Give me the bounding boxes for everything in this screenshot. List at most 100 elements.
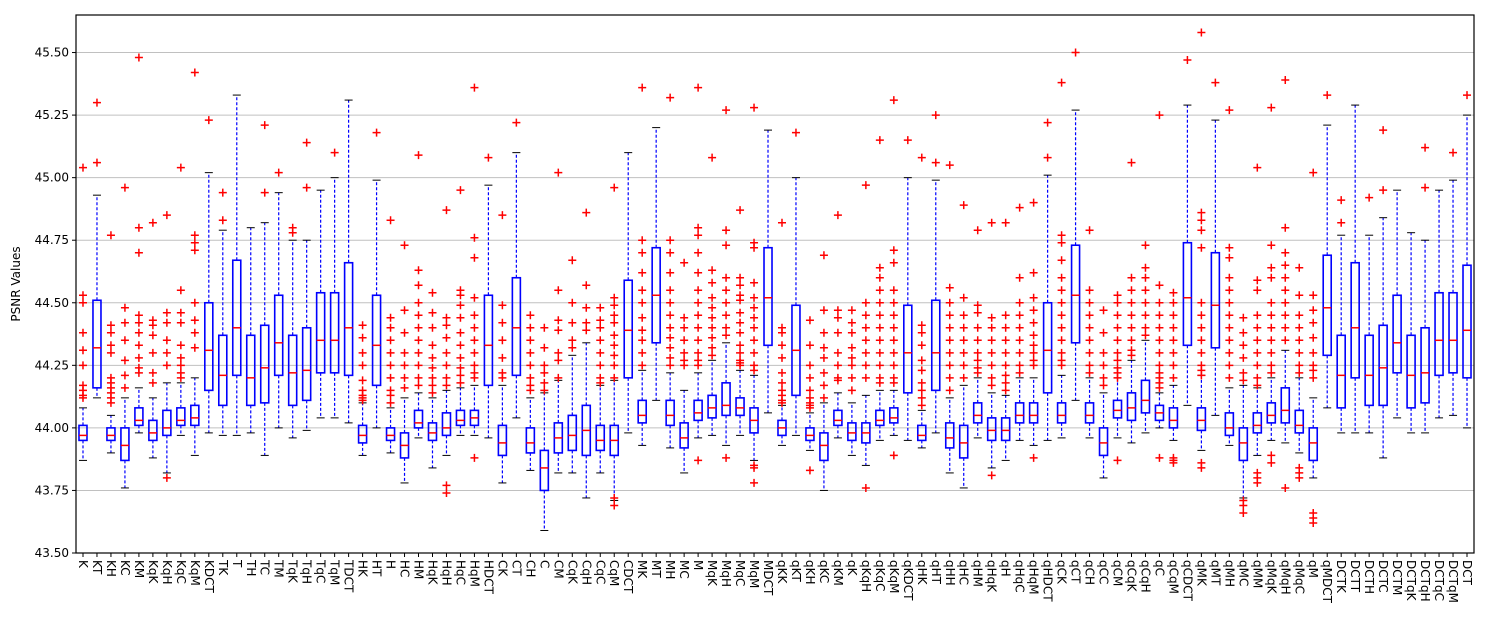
outlier-marker [470, 233, 479, 242]
outlier-marker [973, 226, 982, 235]
outlier-marker [1309, 333, 1318, 342]
outlier-marker [777, 353, 786, 362]
outlier-marker [861, 483, 870, 492]
outlier-marker [302, 183, 311, 192]
outlier-marker [582, 318, 591, 327]
outlier-marker [987, 381, 996, 390]
outlier-marker [330, 148, 339, 157]
outlier-marker [148, 348, 157, 357]
box-HC [399, 241, 410, 484]
outlier-marker [917, 341, 926, 350]
outlier-marker [176, 163, 185, 172]
x-tick-label: CqK [565, 560, 579, 585]
box-iqr [315, 291, 326, 374]
outlier-marker [1309, 318, 1318, 327]
outlier-marker [568, 256, 577, 265]
outlier-marker [484, 153, 493, 162]
box-KqK [148, 218, 158, 459]
outlier-marker [1127, 351, 1136, 360]
outlier-marker [596, 378, 605, 387]
outlier-marker [1155, 298, 1164, 307]
outlier-marker [190, 328, 199, 337]
outlier-marker [1001, 361, 1010, 370]
outlier-marker [498, 211, 507, 220]
outlier-marker [442, 481, 451, 490]
outlier-marker [750, 278, 759, 287]
outlier-marker [1281, 336, 1290, 345]
outlier-marker [750, 303, 759, 312]
outlier-marker [78, 328, 87, 337]
outlier-marker [414, 323, 423, 332]
box-qCqH [1140, 241, 1151, 434]
outlier-marker [945, 161, 954, 170]
outlier-marker [1001, 386, 1010, 395]
outlier-marker [1295, 336, 1304, 345]
outlier-marker [1085, 286, 1094, 295]
outlier-marker [1169, 361, 1178, 370]
outlier-marker [92, 158, 101, 167]
outlier-marker [1127, 273, 1136, 282]
box-iqr [944, 422, 955, 449]
box-iqr [413, 409, 424, 429]
outlier-marker [1183, 56, 1192, 65]
x-tick-label: qMK [1194, 560, 1208, 587]
x-tick-label: HDCT [481, 560, 495, 595]
box-qKK [777, 218, 787, 446]
outlier-marker [777, 341, 786, 350]
box-iqr [1350, 261, 1360, 379]
outlier-marker [1155, 453, 1164, 462]
box-KqH [162, 211, 172, 482]
outlier-marker [1057, 298, 1066, 307]
outlier-marker [987, 361, 996, 370]
outlier-marker [1267, 361, 1276, 370]
outlier-marker [1267, 103, 1276, 112]
box-iqr [833, 409, 843, 427]
outlier-marker [1127, 286, 1136, 295]
x-tick-label: CDCT [621, 560, 635, 594]
outlier-marker [260, 188, 269, 197]
outlier-marker [1253, 286, 1262, 295]
outlier-marker [791, 128, 800, 137]
outlier-marker [1057, 336, 1066, 345]
box-iqr [78, 424, 88, 442]
x-tick-label: TC [258, 559, 272, 575]
outlier-marker [638, 326, 647, 335]
outlier-marker [1113, 356, 1122, 365]
box-qK [847, 306, 857, 456]
outlier-marker [1267, 451, 1276, 460]
outlier-marker [1001, 378, 1010, 387]
outlier-marker [1057, 273, 1066, 282]
box-iqr [273, 294, 284, 377]
outlier-marker [568, 336, 577, 345]
outlier-marker [134, 353, 143, 362]
outlier-marker [666, 323, 675, 332]
box-MqK [707, 153, 717, 436]
box-iqr [204, 301, 214, 392]
outlier-marker [1085, 348, 1094, 357]
box-qKH [805, 316, 815, 475]
outlier-marker [610, 373, 619, 382]
outlier-marker [819, 393, 828, 402]
box-qMqH [1280, 76, 1291, 492]
outlier-marker [456, 328, 465, 337]
outlier-marker [1281, 483, 1290, 492]
box-MC [679, 258, 689, 474]
x-tick-label: DCTqC [1432, 560, 1446, 601]
box-iqr [1364, 334, 1374, 407]
outlier-marker [176, 318, 185, 327]
outlier-marker [1169, 323, 1178, 332]
outlier-marker [428, 353, 437, 362]
outlier-marker [805, 466, 814, 475]
outlier-marker [442, 373, 451, 382]
box-iqr [972, 402, 983, 424]
outlier-marker [819, 381, 828, 390]
outlier-marker [1281, 323, 1290, 332]
box-qCM [1112, 291, 1123, 465]
outlier-marker [610, 318, 619, 327]
x-tick-label: qCT [1069, 560, 1083, 584]
outlier-marker [638, 298, 647, 307]
box-HqK [427, 288, 438, 469]
outlier-marker [1057, 286, 1066, 295]
box-CH [525, 311, 536, 471]
